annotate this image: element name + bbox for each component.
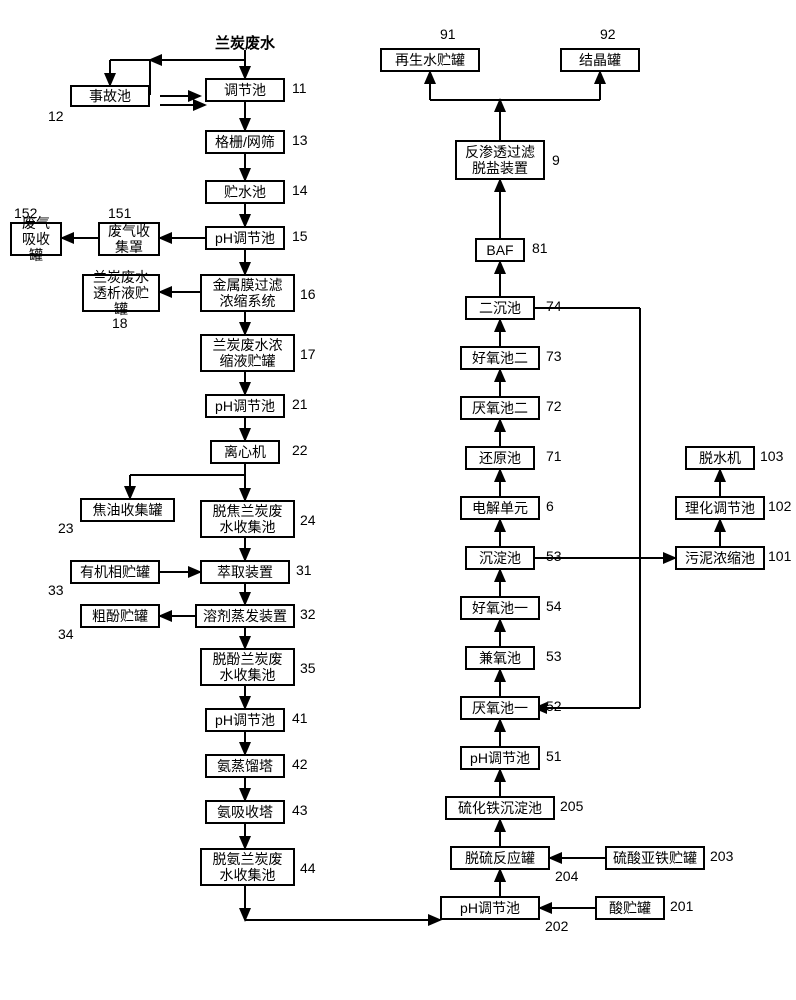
label-17: 17 [300, 346, 316, 362]
label-14: 14 [292, 182, 308, 198]
label-152: 152 [14, 205, 37, 221]
node-73: 好氧池二 [460, 346, 540, 370]
label-102: 102 [768, 498, 791, 514]
node-32: 溶剂蒸发装置 [195, 604, 295, 628]
node-35: 脱酚兰炭废水收集池 [200, 648, 295, 686]
node-71: 还原池 [465, 446, 535, 470]
diagram-title: 兰炭废水 [215, 32, 275, 53]
label-52: 52 [546, 698, 562, 714]
node-53: 兼氧池 [465, 646, 535, 670]
node-17: 兰炭废水浓缩液贮罐 [200, 334, 295, 372]
label-15: 15 [292, 228, 308, 244]
node-203: 硫酸亚铁贮罐 [605, 846, 705, 870]
label-74: 74 [546, 298, 562, 314]
label-24: 24 [300, 512, 316, 528]
node-202: pH调节池 [440, 896, 540, 920]
node-33: 有机相贮罐 [70, 560, 160, 584]
label-12: 12 [48, 108, 64, 124]
node-74: 二沉池 [465, 296, 535, 320]
label-203: 203 [710, 848, 733, 864]
node-201: 酸贮罐 [595, 896, 665, 920]
label-34: 34 [58, 626, 74, 642]
label-53: 53 [546, 648, 562, 664]
label-42: 42 [292, 756, 308, 772]
node-41: pH调节池 [205, 708, 285, 732]
label-201: 201 [670, 898, 693, 914]
label-101: 101 [768, 548, 791, 564]
label-31: 31 [296, 562, 312, 578]
label-23: 23 [58, 520, 74, 536]
node-152: 废气吸收罐 [10, 222, 62, 256]
label-22: 22 [292, 442, 308, 458]
node-14: 贮水池 [205, 180, 285, 204]
node-151: 废气收集罩 [98, 222, 160, 256]
node-21: pH调节池 [205, 394, 285, 418]
node-24: 脱焦兰炭废水收集池 [200, 500, 295, 538]
label-13: 13 [292, 132, 308, 148]
node-44: 脱氨兰炭废水收集池 [200, 848, 295, 886]
node-12: 事故池 [70, 85, 150, 107]
node-34: 粗酚贮罐 [80, 604, 160, 628]
label-103: 103 [760, 448, 783, 464]
node-18: 兰炭废水透析液贮罐 [82, 274, 160, 312]
node-22: 离心机 [210, 440, 280, 464]
label-73: 73 [546, 348, 562, 364]
label-18: 18 [112, 315, 128, 331]
label-44: 44 [300, 860, 316, 876]
node-92: 结晶罐 [560, 48, 640, 72]
label-81: 81 [532, 240, 548, 256]
label-55: 53 [546, 548, 562, 564]
label-33: 33 [48, 582, 64, 598]
label-91: 91 [440, 26, 456, 42]
node-72: 厌氧池二 [460, 396, 540, 420]
label-11: 11 [292, 80, 307, 96]
node-55: 沉淀池 [465, 546, 535, 570]
node-81: BAF [475, 238, 525, 262]
node-204: 脱硫反应罐 [450, 846, 550, 870]
label-54: 54 [546, 598, 562, 614]
label-9: 9 [552, 152, 560, 168]
label-151: 151 [108, 205, 131, 221]
label-16: 16 [300, 286, 316, 302]
label-51: 51 [546, 748, 562, 764]
node-103: 脱水机 [685, 446, 755, 470]
label-71: 71 [546, 448, 562, 464]
label-6: 6 [546, 498, 554, 514]
label-21: 21 [292, 396, 308, 412]
node-23: 焦油收集罐 [80, 498, 175, 522]
node-102: 理化调节池 [675, 496, 765, 520]
label-35: 35 [300, 660, 316, 676]
node-11: 调节池 [205, 78, 285, 102]
node-101: 污泥浓缩池 [675, 546, 765, 570]
node-15: pH调节池 [205, 226, 285, 250]
node-91: 再生水贮罐 [380, 48, 480, 72]
label-205: 205 [560, 798, 583, 814]
label-43: 43 [292, 802, 308, 818]
label-32: 32 [300, 606, 316, 622]
label-204: 204 [555, 868, 578, 884]
node-52: 厌氧池一 [460, 696, 540, 720]
label-202: 202 [545, 918, 568, 934]
node-51: pH调节池 [460, 746, 540, 770]
node-54: 好氧池一 [460, 596, 540, 620]
label-41: 41 [292, 710, 308, 726]
node-9: 反渗透过滤脱盐装置 [455, 140, 545, 180]
diagram-canvas: 兰炭废水 调节池 11 事故池 12 格栅/网筛 13 贮水池 14 pH调节池… [0, 0, 796, 1000]
node-31: 萃取装置 [200, 560, 290, 584]
node-13: 格栅/网筛 [205, 130, 285, 154]
label-72: 72 [546, 398, 562, 414]
node-205: 硫化铁沉淀池 [445, 796, 555, 820]
node-43: 氨吸收塔 [205, 800, 285, 824]
node-42: 氨蒸馏塔 [205, 754, 285, 778]
label-92: 92 [600, 26, 616, 42]
node-6: 电解单元 [460, 496, 540, 520]
node-16: 金属膜过滤浓缩系统 [200, 274, 295, 312]
